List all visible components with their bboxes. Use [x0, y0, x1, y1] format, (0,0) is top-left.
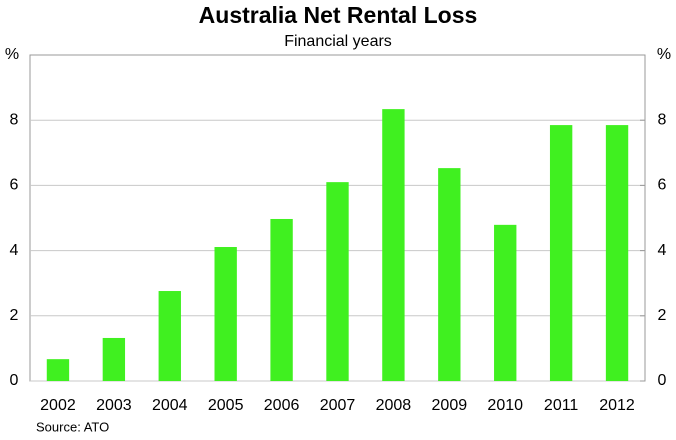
x-tick-label: 2007 [320, 397, 356, 414]
x-tick-label: 2009 [432, 397, 468, 414]
x-tick-label: 2012 [599, 397, 635, 414]
y-tick-label: 8 [10, 111, 19, 128]
chart-title: Australia Net Rental Loss [199, 2, 478, 28]
bar [270, 218, 293, 381]
x-tick-label: 2002 [40, 397, 76, 414]
bar [494, 224, 517, 381]
y-tick-label: 4 [10, 242, 19, 259]
y-tick-label: 2 [10, 307, 19, 324]
bar [326, 182, 349, 381]
y2-tick-label: 4 [658, 242, 667, 259]
y-tick-label: 0 [10, 372, 19, 389]
bar [214, 247, 237, 381]
x-tick-label: 2004 [152, 397, 188, 414]
x-tick-label: 2008 [376, 397, 412, 414]
x-tick-label: 2011 [544, 397, 579, 414]
y-axis-unit: % [5, 46, 19, 63]
bar [382, 109, 405, 381]
x-tick-label: 2005 [208, 397, 244, 414]
bar [549, 125, 573, 381]
y2-tick-label: 2 [658, 307, 667, 324]
chart-subtitle: Financial years [284, 33, 392, 50]
bar [102, 337, 126, 381]
x-tick-label: 2006 [264, 397, 300, 414]
y2-axis-unit: % [657, 46, 671, 63]
x-tick-label: 2010 [487, 397, 523, 414]
x-tick-label: 2003 [96, 397, 132, 414]
y2-tick-label: 8 [658, 111, 667, 128]
bar [158, 291, 181, 381]
y-tick-label: 6 [10, 177, 19, 194]
bar [46, 359, 70, 381]
bar [605, 125, 629, 381]
source-note: Source: ATO [36, 419, 109, 434]
y2-tick-label: 0 [658, 372, 667, 389]
y2-tick-label: 6 [658, 177, 667, 194]
bar [438, 168, 461, 381]
